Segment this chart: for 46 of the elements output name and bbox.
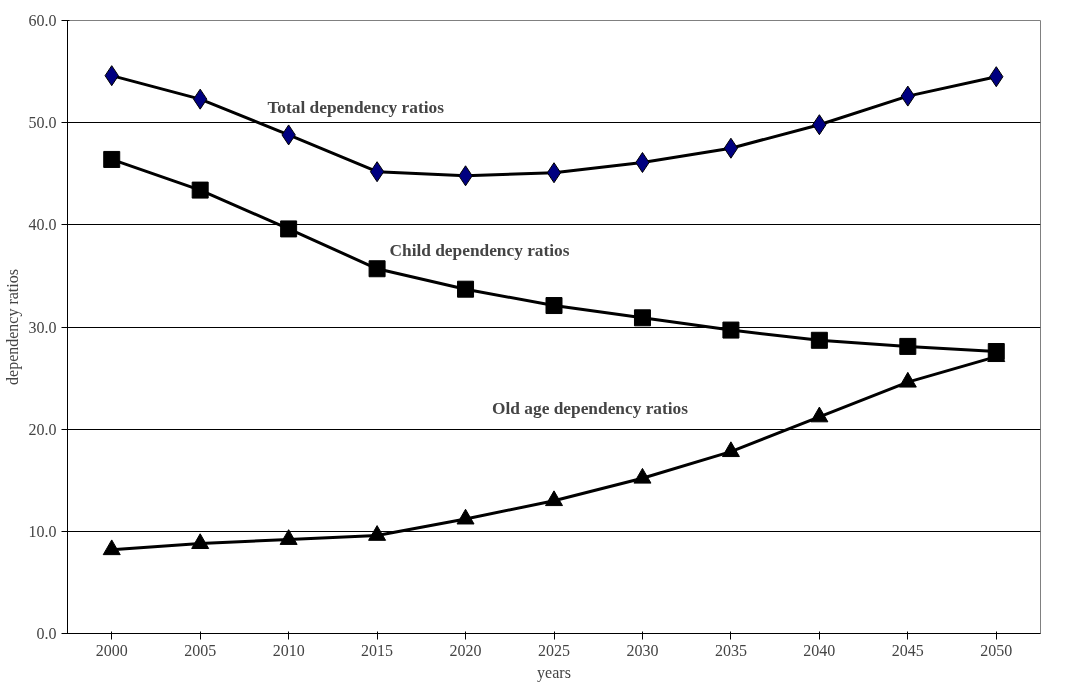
point [545,297,563,315]
point [810,406,829,423]
x-tick-label: 2025 [538,641,570,659]
text: Old age dependency ratios [492,399,689,419]
point [723,137,739,159]
x-tick-label: 2045 [891,641,924,659]
point [899,337,917,355]
y-tick-label: 40.0 [28,216,57,234]
point [280,220,298,238]
y-tick-label: 50.0 [28,114,57,132]
point [545,490,563,507]
point [369,161,385,183]
x-tick-label: 2005 [184,641,217,659]
point [191,181,209,199]
point [546,162,562,184]
point [633,467,652,484]
y-axis-title: dependency ratios [3,269,22,385]
point [456,508,475,525]
point [898,371,917,388]
point [368,260,386,278]
x-tick-label: 2015 [361,641,394,659]
point [722,321,740,339]
point [368,525,387,541]
y-tick-label: 0.0 [36,625,57,642]
series-label: Child dependency ratios [389,240,570,260]
point [279,529,298,545]
x-axis-title: years [537,663,571,682]
x-tick-label: 2050 [980,641,1013,659]
point [191,533,210,549]
x-tick-label: 2035 [714,641,747,659]
x-tick-label: 2020 [449,641,482,659]
point [633,309,651,327]
x-tick-label: 2000 [95,641,128,659]
y-tick-label: 20.0 [28,420,57,438]
point [721,441,740,458]
point [457,280,475,298]
x-tick-label: 2010 [272,641,305,659]
x-tick-label: 2040 [803,641,836,659]
y-tick-label: 30.0 [28,318,57,336]
y-tick-label: 60.0 [28,12,57,29]
point [102,539,121,556]
point [810,331,828,349]
series-label: Total dependency ratios [267,97,445,117]
y-tick-label: 10.0 [28,522,57,540]
point [103,150,121,168]
x-tick-label: 2030 [626,641,659,659]
